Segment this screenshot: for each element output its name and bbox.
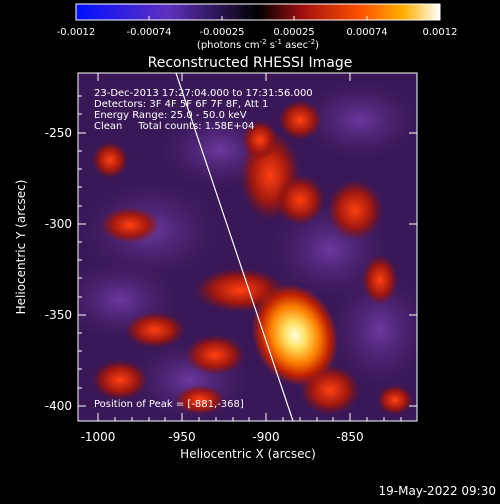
y-tick-label-0: -250 [45, 126, 72, 140]
colorbar-tick-4: 0.00074 [346, 27, 387, 38]
x-tick-label-3: -850 [336, 430, 363, 444]
cool-emission-region [300, 80, 417, 160]
hot-emission-region [251, 284, 339, 386]
colorbar-tick-1: -0.00074 [127, 27, 172, 38]
y-axis-ticks [78, 95, 417, 407]
info-block: 23-Dec-2013 17:27:04.000 to 17:31:56.000… [94, 88, 313, 132]
colorbar-tick-5: 0.0012 [423, 27, 458, 38]
y-tick-label-2: -350 [45, 308, 72, 322]
x-axis-ticks [97, 73, 402, 421]
plot-frame [77, 72, 418, 422]
warm-emission-region [278, 100, 322, 140]
y-tick-label-1: -300 [45, 217, 72, 231]
warm-emission-region [185, 335, 245, 375]
info-line-detectors: Detectors: 3F 4F 5F 6F 7F 8F, Att 1 [94, 99, 268, 110]
colorbar-tick-3: 0.00025 [273, 27, 314, 38]
cool-emission-region [330, 270, 417, 390]
warm-emission-region [275, 175, 325, 225]
colorbar-tick-0: -0.0012 [57, 27, 96, 38]
rhessi-image [78, 73, 417, 421]
x-tick-label-0: -1000 [81, 430, 116, 444]
warm-emission-region [92, 360, 148, 400]
x-tick-label-2: -900 [252, 430, 279, 444]
colorbar-gradient [75, 3, 441, 21]
y-tick-label-3: -400 [45, 399, 72, 413]
warm-emission-region [175, 385, 225, 415]
warm-emission-region [92, 142, 128, 178]
warm-emission-region [377, 385, 413, 415]
warm-emission-region [327, 180, 383, 240]
colorbar: -0.0012 -0.00074 -0.00025 0.00025 0.0007… [57, 3, 458, 51]
warm-emission-region [125, 312, 185, 348]
info-line-time: 23-Dec-2013 17:27:04.000 to 17:31:56.000 [94, 88, 313, 99]
footer-timestamp: 19-May-2022 09:30 [379, 484, 496, 498]
info-line-counts: Clean Total counts: 1.58E+04 [94, 121, 254, 132]
colorbar-tick-2: -0.00025 [200, 27, 245, 38]
warm-emission-region [100, 207, 160, 243]
colorbar-unit: (photons cm-2 s-1 asec-2) [197, 38, 319, 51]
warm-emission-region [362, 255, 398, 305]
solar-limb-line [175, 73, 294, 421]
info-line-energy: Energy Range: 25.0 - 50.0 keV [94, 110, 247, 121]
x-axis-label: Heliocentric X (arcsec) [180, 447, 316, 461]
peak-position-label: Position of Peak = [-881,-368] [94, 399, 244, 410]
y-axis-label: Heliocentric Y (arcsec) [14, 180, 28, 315]
plot-title: Reconstructed RHESSI Image [148, 55, 353, 71]
warm-emission-region [242, 120, 278, 160]
x-tick-label-1: -950 [168, 430, 195, 444]
